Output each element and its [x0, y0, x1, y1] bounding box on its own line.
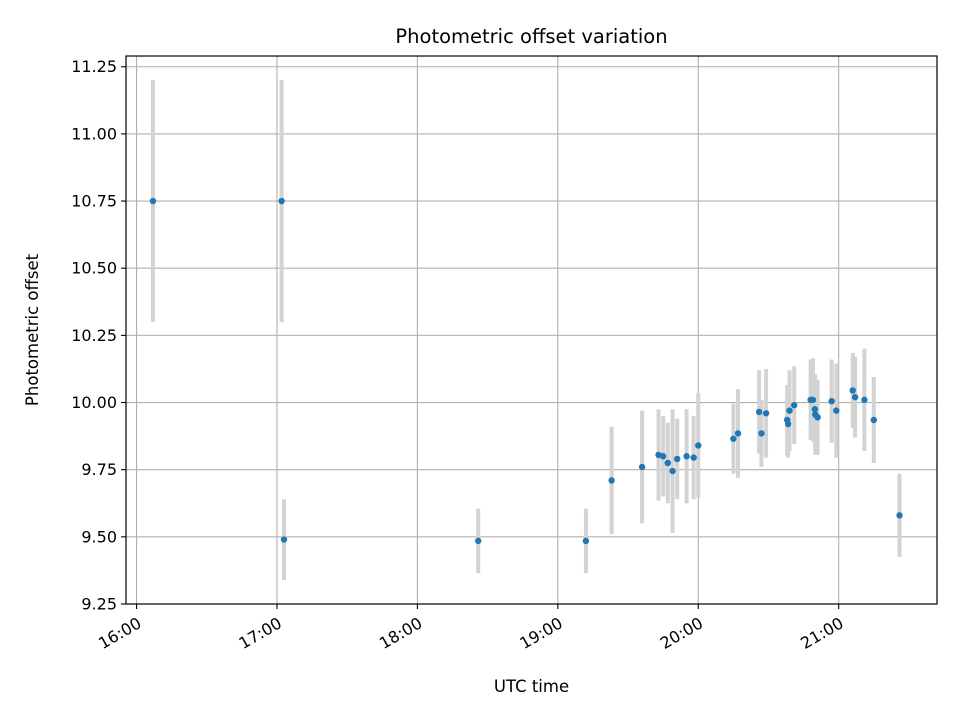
data-point — [790, 402, 798, 409]
data-point — [762, 410, 770, 417]
data-point — [814, 414, 821, 421]
data-point — [870, 416, 878, 424]
data-point — [828, 397, 835, 405]
data-point — [730, 435, 737, 442]
plot-area — [126, 56, 937, 604]
data-point — [861, 396, 868, 404]
y-tick-label: 11.25 — [71, 57, 117, 76]
data-point — [734, 430, 742, 437]
data-point — [475, 537, 482, 545]
data-point — [811, 406, 819, 413]
data-point — [695, 442, 702, 449]
chart-title: Photometric offset variation — [395, 25, 667, 48]
data-point — [582, 537, 590, 545]
data-point — [851, 393, 859, 401]
y-tick-label: 10.50 — [71, 259, 117, 278]
data-point — [784, 420, 792, 428]
data-point — [833, 407, 840, 414]
y-tick-label: 11.00 — [71, 124, 117, 143]
y-tick-label: 10.75 — [71, 192, 117, 211]
data-point — [278, 197, 285, 205]
y-tick-label: 10.25 — [71, 326, 117, 345]
y-tick-label: 9.50 — [81, 527, 117, 546]
data-point — [896, 512, 903, 519]
x-axis-title: UTC time — [494, 677, 569, 696]
y-tick-label: 10.00 — [71, 393, 117, 412]
data-point — [664, 459, 671, 467]
data-point — [849, 387, 856, 394]
data-point — [755, 408, 763, 416]
data-point — [673, 455, 681, 463]
x-gridlines — [135, 56, 840, 604]
data-point — [638, 463, 646, 471]
data-point — [786, 407, 793, 414]
y-tick-label: 9.75 — [81, 460, 117, 479]
data-point — [683, 453, 690, 460]
data-point — [758, 430, 765, 437]
data-point — [659, 453, 667, 460]
data-point — [669, 467, 676, 475]
data-point — [809, 396, 817, 404]
data-point — [149, 197, 157, 205]
y-axis-ticks: 9.25 9.50 9.75 10.00 10.25 10.50 10.75 11.00 11.… — [71, 57, 126, 614]
data-point — [280, 536, 288, 543]
y-axis-title: Photometric offset — [23, 253, 42, 406]
data-point — [690, 454, 697, 461]
data-point — [608, 477, 615, 484]
data-points — [149, 197, 903, 545]
y-tick-label: 9.25 — [81, 595, 117, 614]
plot-frame — [125, 55, 938, 605]
